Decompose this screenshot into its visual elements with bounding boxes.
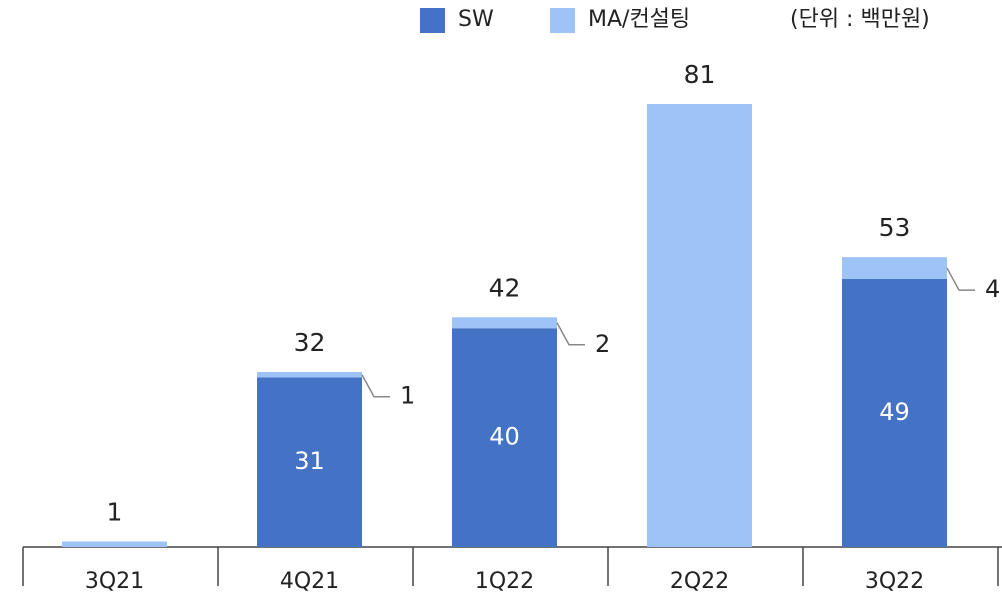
- unit-note: (단위 : 백만원): [790, 7, 930, 32]
- data-label: 31: [294, 447, 325, 475]
- x-tick-label: 1Q22: [475, 569, 534, 594]
- x-tick-label: 3Q22: [865, 569, 924, 594]
- legend-label: SW: [458, 7, 494, 32]
- total-label: 81: [684, 60, 716, 89]
- leader-line: [556, 322, 585, 346]
- bar-segment: [257, 377, 362, 547]
- bar-segment: [257, 371, 362, 378]
- leader-line: [946, 267, 975, 291]
- bar-segment: [62, 541, 167, 547]
- bar-segment: [452, 317, 557, 329]
- x-tick-label: 4Q21: [280, 569, 339, 594]
- legend-swatch: [420, 8, 445, 33]
- data-label: 40: [489, 423, 520, 451]
- total-label: 42: [489, 273, 521, 302]
- data-label: 1: [400, 382, 415, 410]
- data-label: 2: [595, 330, 610, 358]
- legend-label: MA/컨설팅: [588, 7, 690, 32]
- data-label: 49: [879, 398, 910, 426]
- bar-segment: [452, 328, 557, 547]
- legend-swatch: [550, 8, 575, 33]
- leader-line: [361, 374, 390, 398]
- bar-segment: [842, 257, 947, 280]
- total-label: 1: [107, 498, 123, 527]
- total-label: 32: [294, 328, 326, 357]
- total-label: 53: [879, 213, 911, 242]
- bar-segment: [842, 279, 947, 547]
- data-label: 4: [985, 275, 1000, 303]
- x-tick-label: 3Q21: [85, 569, 144, 594]
- x-tick-label: 2Q22: [670, 569, 729, 594]
- bar-segment: [647, 104, 752, 547]
